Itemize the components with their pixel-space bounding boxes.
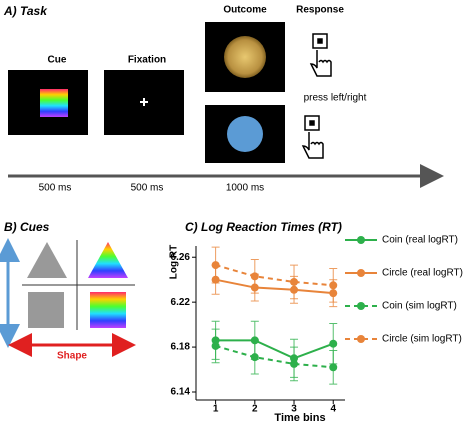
point bbox=[290, 359, 299, 368]
x-tick-label: 2 bbox=[252, 404, 258, 415]
legend-label: Circle (real logRT) bbox=[382, 268, 463, 279]
point bbox=[211, 261, 220, 270]
y-tick-label: 6.22 bbox=[171, 297, 191, 308]
legend-marker bbox=[357, 269, 365, 277]
hand-icon bbox=[301, 33, 332, 159]
series-line bbox=[215, 344, 334, 369]
y-tick-label: 6.26 bbox=[171, 252, 191, 263]
gray-square bbox=[28, 292, 64, 328]
point bbox=[329, 281, 338, 290]
grid-divider bbox=[22, 240, 135, 330]
y-tick-label: 6.14 bbox=[171, 387, 191, 398]
axis-label: Shape bbox=[57, 351, 87, 362]
fixation-cross bbox=[140, 98, 148, 106]
panel-title: A) Task bbox=[3, 4, 48, 18]
rainbow-square bbox=[90, 292, 126, 328]
legend-marker bbox=[357, 236, 365, 244]
y-axis-label: Log RT bbox=[169, 245, 180, 279]
duration: 500 ms bbox=[131, 183, 164, 194]
legend-label: Coin (sim logRT) bbox=[382, 301, 457, 312]
circle-stimulus bbox=[227, 116, 263, 152]
legend-marker bbox=[357, 302, 365, 310]
x-tick-label: 3 bbox=[291, 404, 297, 415]
legend-label: Circle (sim logRT) bbox=[382, 334, 462, 345]
panel-title: B) Cues bbox=[4, 220, 50, 234]
x-tick-label: 4 bbox=[330, 404, 336, 415]
y-tick-label: 6.18 bbox=[171, 342, 191, 353]
point bbox=[290, 277, 299, 286]
x-axis-label: Time bins bbox=[274, 412, 325, 424]
instruction: press left/right bbox=[304, 93, 367, 104]
stage-label: Cue bbox=[48, 55, 67, 66]
point bbox=[329, 339, 338, 348]
point bbox=[250, 353, 259, 362]
series-line bbox=[215, 264, 334, 287]
stage-label: Fixation bbox=[128, 55, 166, 66]
series-line bbox=[215, 278, 334, 295]
legend-label: Coin (real logRT) bbox=[382, 235, 458, 246]
stage-label: Response bbox=[296, 5, 344, 16]
gray-triangle bbox=[27, 242, 67, 278]
series-line bbox=[215, 339, 334, 360]
x-tick-label: 1 bbox=[213, 404, 219, 415]
cue-stimulus bbox=[40, 89, 68, 117]
point bbox=[211, 341, 220, 350]
point bbox=[250, 272, 259, 281]
coin bbox=[224, 36, 266, 78]
point bbox=[329, 363, 338, 372]
chart-title: C) Log Reaction Times (RT) bbox=[185, 220, 342, 234]
duration: 1000 ms bbox=[226, 183, 264, 194]
rainbow-triangle bbox=[88, 242, 128, 278]
duration: 500 ms bbox=[39, 183, 72, 194]
stage-label: Outcome bbox=[223, 5, 267, 16]
legend-marker bbox=[357, 335, 365, 343]
